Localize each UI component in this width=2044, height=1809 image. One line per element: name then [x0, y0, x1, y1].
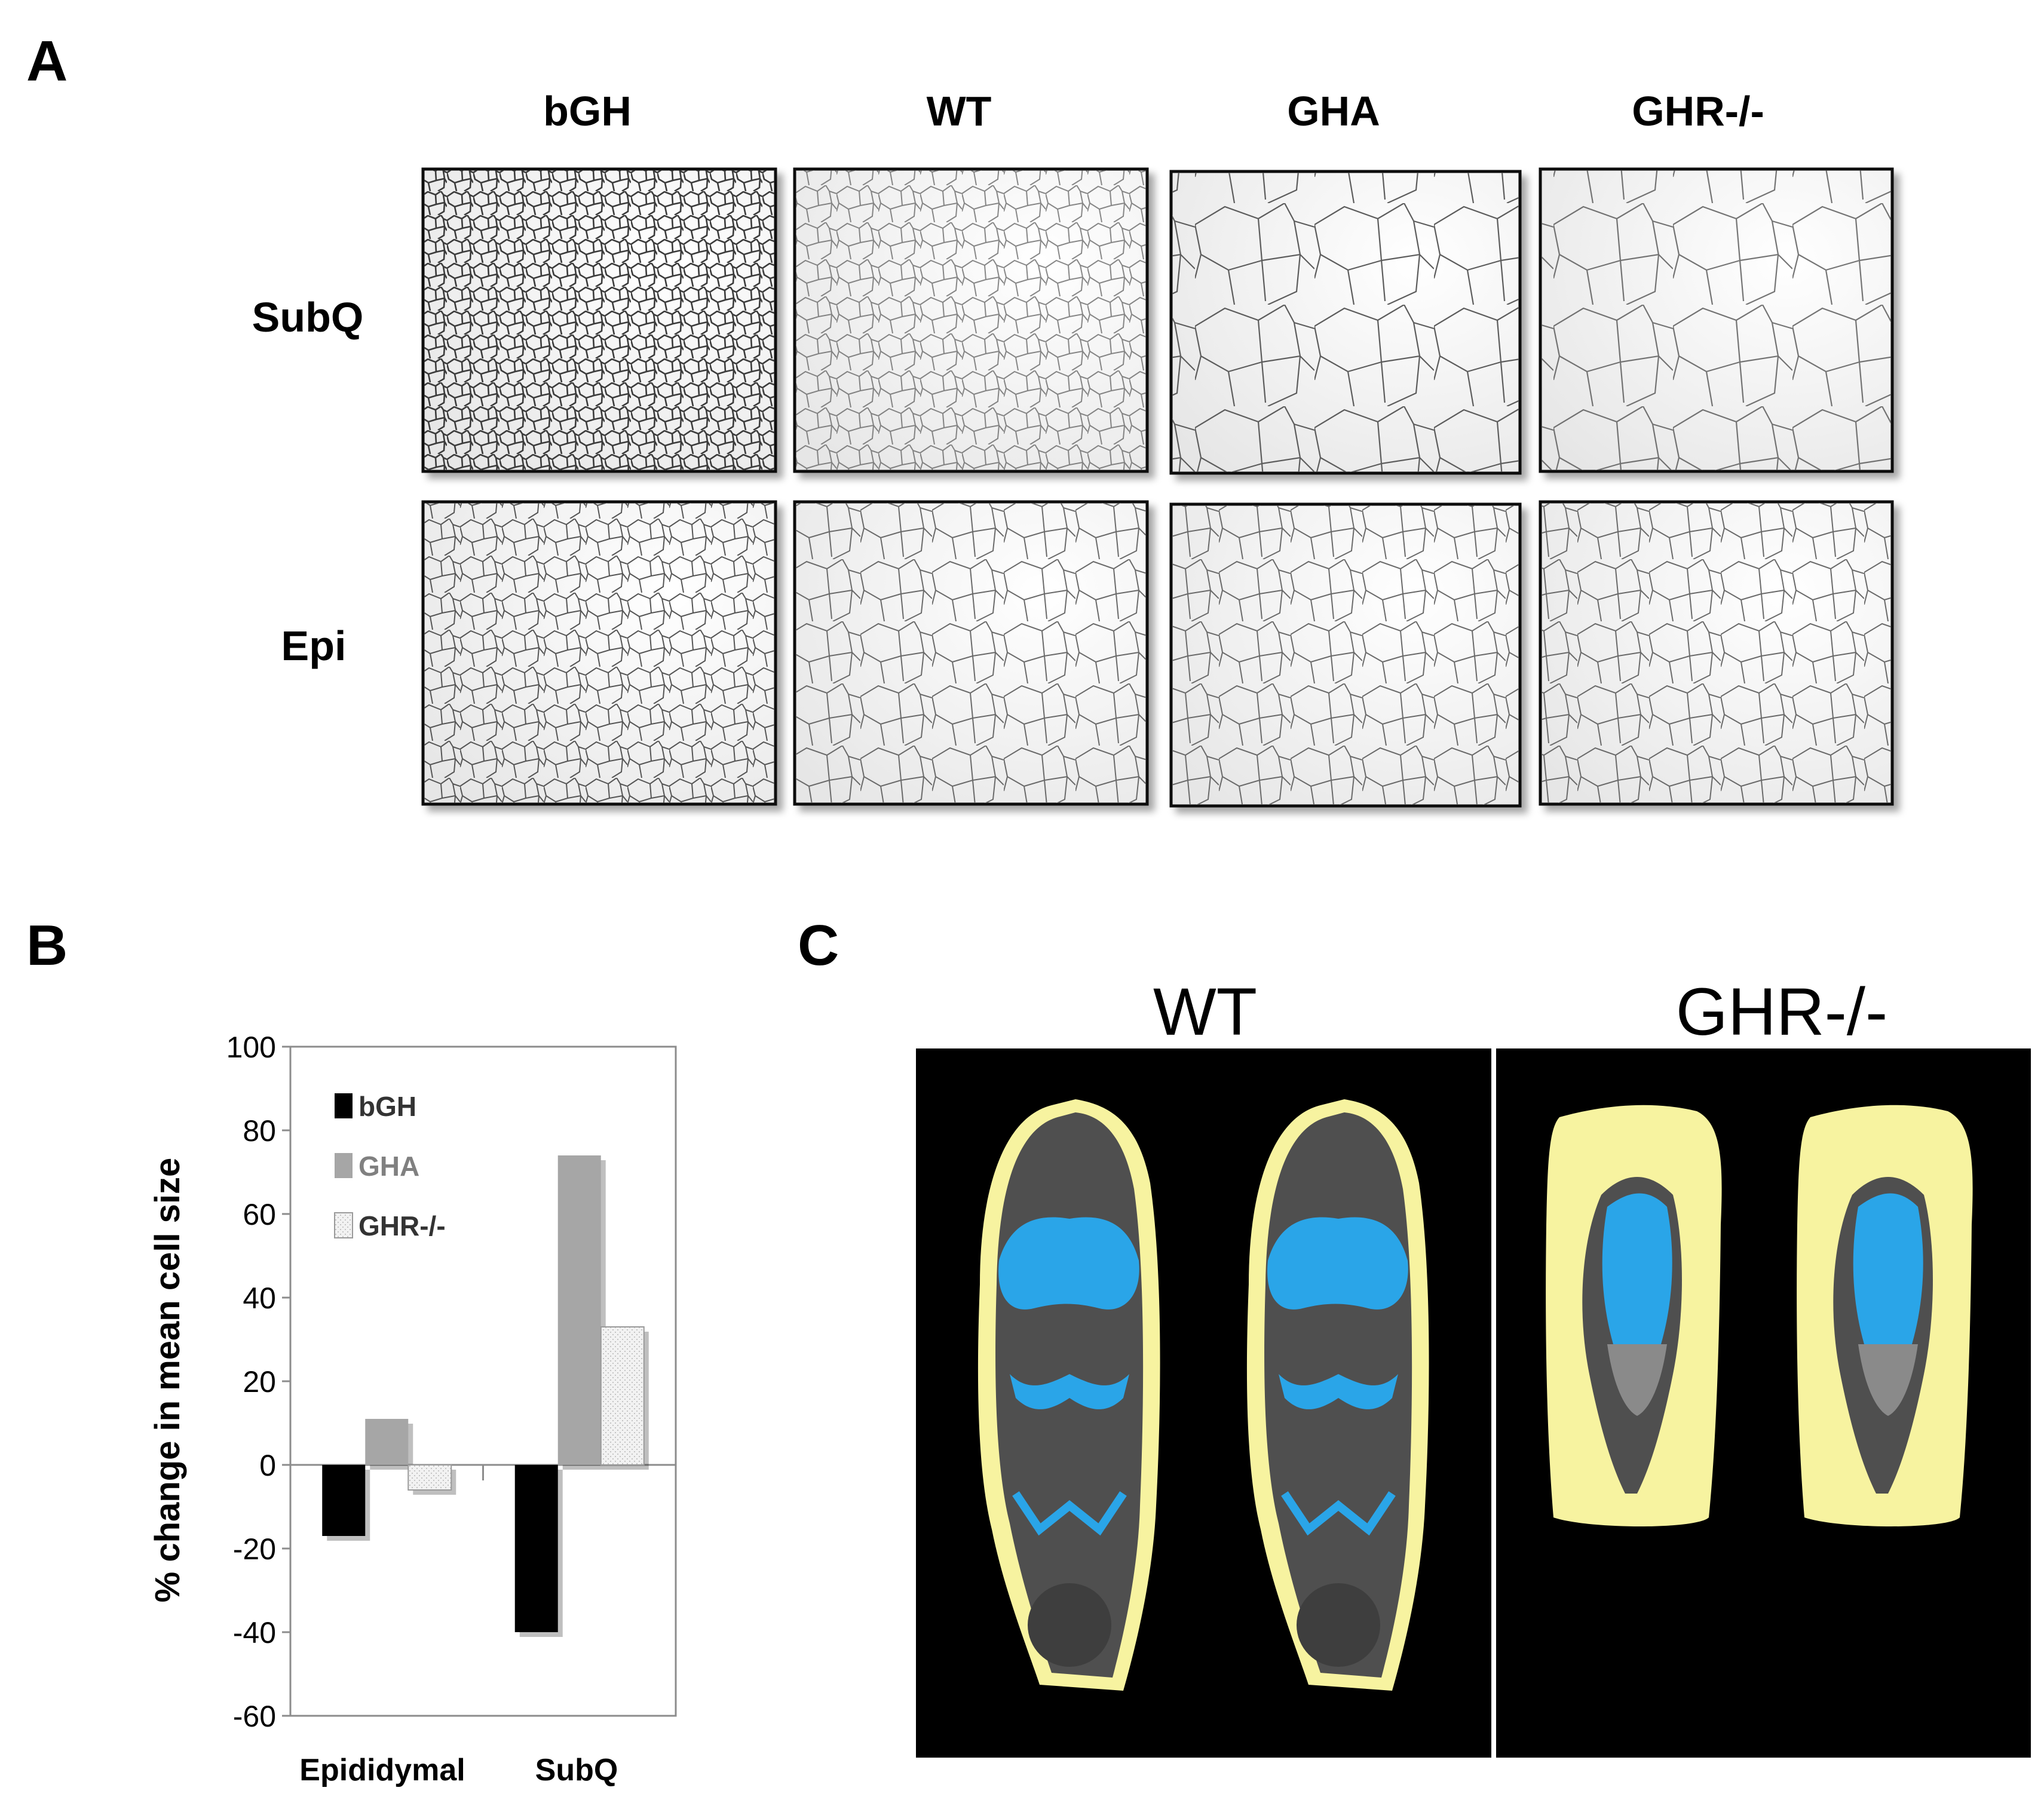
- histology-grid: [421, 167, 1894, 808]
- histology-image-epi-wt: [793, 500, 1149, 806]
- histology-image-subq-wt: [793, 167, 1149, 473]
- col-header-gha: GHA: [1287, 88, 1380, 134]
- x-axis-category-labels: Epididymal SubQ: [299, 1753, 618, 1787]
- panel-a-letter: A: [26, 29, 68, 93]
- bar-ghr-ko-subq: [600, 1326, 645, 1465]
- histology-image-epi-ghr-ko: [1539, 500, 1894, 806]
- col-header-ghr-ko: GHR-/-: [1632, 88, 1764, 134]
- histology-image-epi-bgh: [421, 500, 777, 806]
- y-tick-label: 20: [243, 1365, 276, 1399]
- mri-mouse-wt-2: [1246, 1099, 1429, 1691]
- y-tick-label: 80: [243, 1114, 276, 1148]
- bar-gha-subq: [557, 1155, 601, 1465]
- panel-a-row-headers: SubQ Epi: [252, 294, 364, 669]
- row-header-subq: SubQ: [252, 294, 364, 341]
- panel-c-letter: C: [798, 913, 839, 977]
- group-label-ghr-ko: GHR-/-: [1676, 974, 1888, 1049]
- histology-image-epi-gha: [1169, 502, 1522, 808]
- y-tick-label: 0: [259, 1449, 276, 1482]
- histology-image-subq-bgh: [421, 167, 777, 473]
- bar-chart: 100 80 60 40 20 0 -20 -40 -60 bGH GHA GHR-/- Epidi…: [148, 1031, 677, 1787]
- bars: [322, 1155, 649, 1637]
- histology-image-subq-gha: [1169, 170, 1522, 475]
- group-label-wt: WT: [1153, 974, 1257, 1049]
- mri-mouse-ghr-ko-2: [1797, 1105, 1973, 1526]
- y-tick-label: 100: [226, 1031, 276, 1064]
- bar-bgh-epididymal: [322, 1465, 366, 1536]
- x-category-label: Epididymal: [299, 1753, 465, 1787]
- y-tick-label: -20: [233, 1532, 276, 1566]
- y-tick-label: -60: [233, 1700, 276, 1733]
- col-header-bgh: bGH: [543, 88, 632, 134]
- panel-a-column-headers: bGH WT GHA GHR-/-: [543, 88, 1764, 134]
- y-axis-ticks: 100 80 60 40 20 0 -20 -40 -60: [226, 1031, 290, 1733]
- mri-mouse-ghr-ko-1: [1546, 1105, 1722, 1526]
- bar-bgh-subq: [514, 1465, 558, 1632]
- y-tick-label: 40: [243, 1281, 276, 1315]
- bar-ghr-ko-epididymal: [407, 1464, 452, 1491]
- bar-gha-epididymal: [365, 1419, 409, 1465]
- legend-label: GHA: [358, 1151, 419, 1182]
- legend-swatch: [335, 1093, 353, 1118]
- x-category-label: SubQ: [535, 1753, 618, 1787]
- mri-image-ghr-ko: [1496, 1048, 2031, 1758]
- col-header-wt: WT: [927, 88, 992, 134]
- legend-swatch: [335, 1153, 353, 1178]
- row-header-epi: Epi: [281, 623, 347, 669]
- legend: bGH GHA GHR-/-: [334, 1091, 446, 1241]
- y-axis-label: % change in mean cell size: [148, 1158, 187, 1603]
- mri-mouse-wt-1: [977, 1099, 1160, 1691]
- legend-label: bGH: [358, 1091, 416, 1122]
- legend-label: GHR-/-: [358, 1210, 446, 1241]
- legend-swatch: [334, 1212, 353, 1238]
- histology-image-subq-ghr-ko: [1539, 167, 1894, 473]
- y-tick-label: 60: [243, 1198, 276, 1231]
- panel-b-letter: B: [26, 913, 68, 977]
- y-tick-label: -40: [233, 1616, 276, 1649]
- mri-image-wt: [916, 1048, 1491, 1758]
